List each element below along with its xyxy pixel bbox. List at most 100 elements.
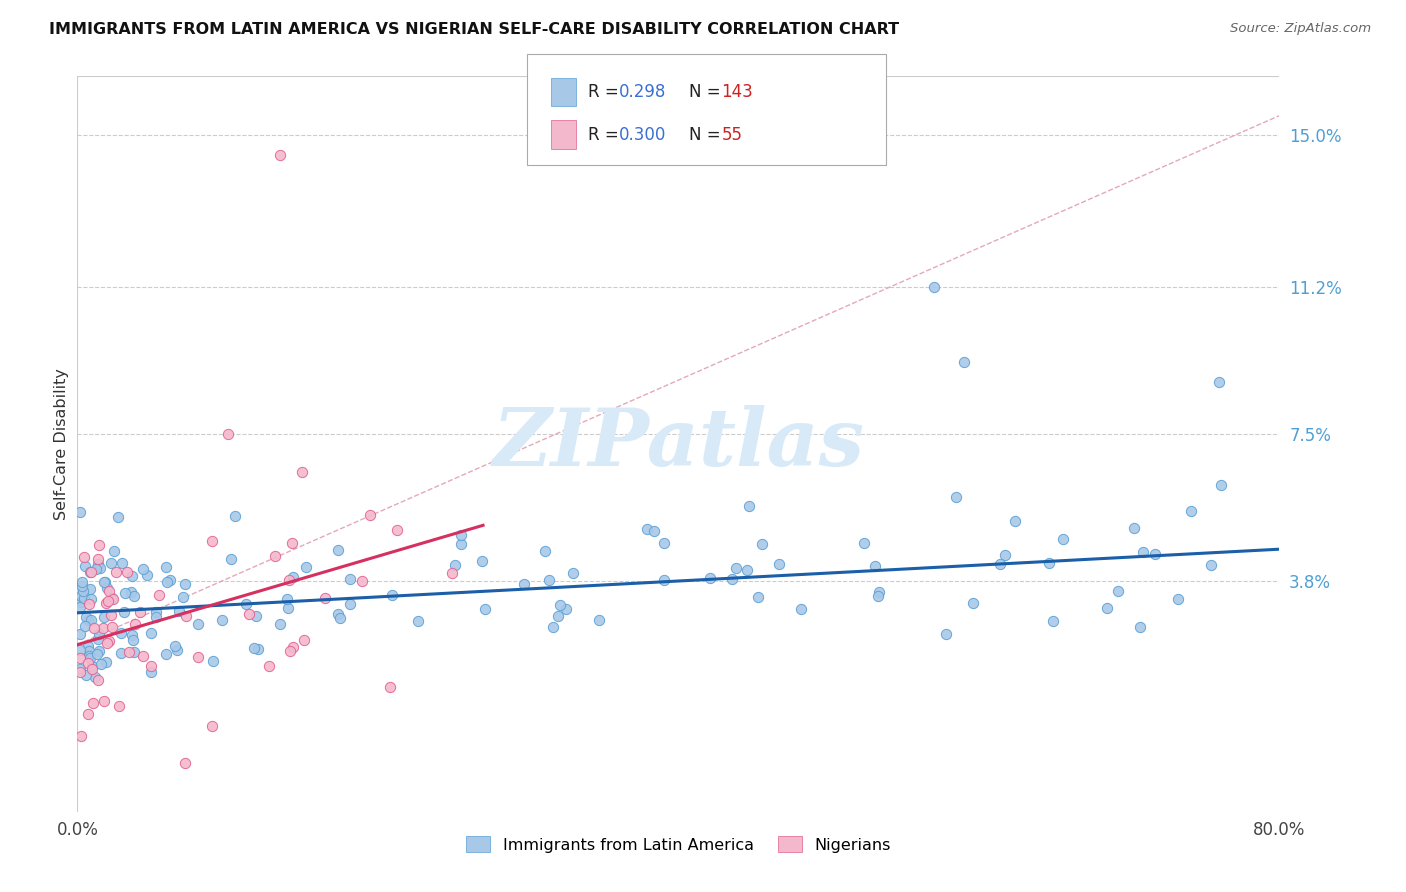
- Point: [72, 591, 94, 606]
- Point: [77, 706, 100, 721]
- Point: [201, 719, 224, 733]
- Point: [107, 510, 129, 524]
- Point: [380, 680, 402, 694]
- Point: [107, 699, 129, 714]
- Point: [129, 605, 152, 619]
- Point: [450, 537, 472, 551]
- Point: [962, 596, 984, 610]
- Y-axis label: Self-Care Disability: Self-Care Disability: [53, 368, 69, 520]
- Point: [110, 625, 132, 640]
- Text: R =: R =: [588, 83, 624, 101]
- Point: [70, 574, 93, 589]
- Point: [474, 601, 496, 615]
- Text: N =: N =: [689, 83, 725, 101]
- Point: [87, 632, 110, 647]
- Point: [96, 635, 118, 649]
- Point: [132, 648, 155, 663]
- Point: [86, 562, 108, 576]
- Text: 0.300: 0.300: [619, 126, 666, 144]
- Point: [80, 662, 103, 676]
- Point: [554, 602, 576, 616]
- Point: [131, 562, 153, 576]
- Point: [156, 574, 179, 589]
- Text: 0.298: 0.298: [619, 83, 666, 101]
- Point: [69, 651, 91, 665]
- Point: [359, 508, 381, 523]
- Point: [242, 641, 264, 656]
- Point: [281, 536, 304, 550]
- Point: [87, 557, 110, 571]
- Point: [326, 542, 349, 557]
- Point: [163, 639, 186, 653]
- Point: [122, 589, 145, 603]
- Point: [69, 665, 91, 680]
- Point: [139, 665, 162, 680]
- Point: [174, 608, 197, 623]
- Point: [1052, 532, 1074, 546]
- Point: [863, 558, 886, 573]
- Point: [80, 566, 103, 580]
- Point: [69, 662, 91, 676]
- Point: [537, 573, 560, 587]
- Point: [141, 626, 163, 640]
- Point: [77, 597, 100, 611]
- Point: [1129, 620, 1152, 634]
- Point: [155, 560, 177, 574]
- Point: [121, 568, 143, 582]
- Point: [699, 571, 721, 585]
- Point: [93, 610, 115, 624]
- Point: [120, 584, 142, 599]
- Point: [291, 466, 314, 480]
- Text: ZIPatlas: ZIPatlas: [492, 405, 865, 483]
- Point: [866, 589, 889, 603]
- Point: [588, 613, 610, 627]
- Point: [122, 645, 145, 659]
- Point: [167, 604, 190, 618]
- Point: [245, 609, 267, 624]
- Point: [387, 524, 409, 538]
- Point: [172, 591, 194, 605]
- Point: [94, 655, 117, 669]
- Point: [1209, 478, 1232, 492]
- Point: [103, 543, 125, 558]
- Point: [406, 614, 429, 628]
- Point: [747, 590, 769, 604]
- Point: [117, 645, 139, 659]
- Point: [115, 565, 138, 579]
- Point: [247, 642, 270, 657]
- Point: [994, 548, 1017, 562]
- Point: [69, 730, 91, 744]
- Point: [269, 148, 291, 162]
- Point: [73, 619, 96, 633]
- Point: [101, 591, 124, 605]
- Point: [155, 647, 177, 661]
- Point: [96, 582, 118, 596]
- Point: [94, 596, 117, 610]
- Point: [278, 643, 301, 657]
- Point: [1123, 521, 1146, 535]
- Point: [77, 649, 100, 664]
- Point: [292, 633, 315, 648]
- Point: [1143, 547, 1166, 561]
- Point: [768, 557, 790, 571]
- Point: [853, 536, 876, 550]
- Point: [988, 557, 1011, 571]
- Point: [339, 572, 361, 586]
- Point: [441, 566, 464, 580]
- Point: [224, 509, 246, 524]
- Point: [868, 585, 890, 599]
- Point: [89, 560, 111, 574]
- Point: [79, 565, 101, 579]
- Point: [76, 613, 98, 627]
- Point: [945, 490, 967, 504]
- Point: [187, 650, 209, 665]
- Point: [135, 568, 157, 582]
- Point: [219, 551, 242, 566]
- Point: [652, 573, 675, 587]
- Point: [80, 613, 103, 627]
- Point: [145, 605, 167, 619]
- Point: [547, 609, 569, 624]
- Point: [278, 573, 301, 587]
- Point: [97, 593, 120, 607]
- Point: [277, 601, 299, 615]
